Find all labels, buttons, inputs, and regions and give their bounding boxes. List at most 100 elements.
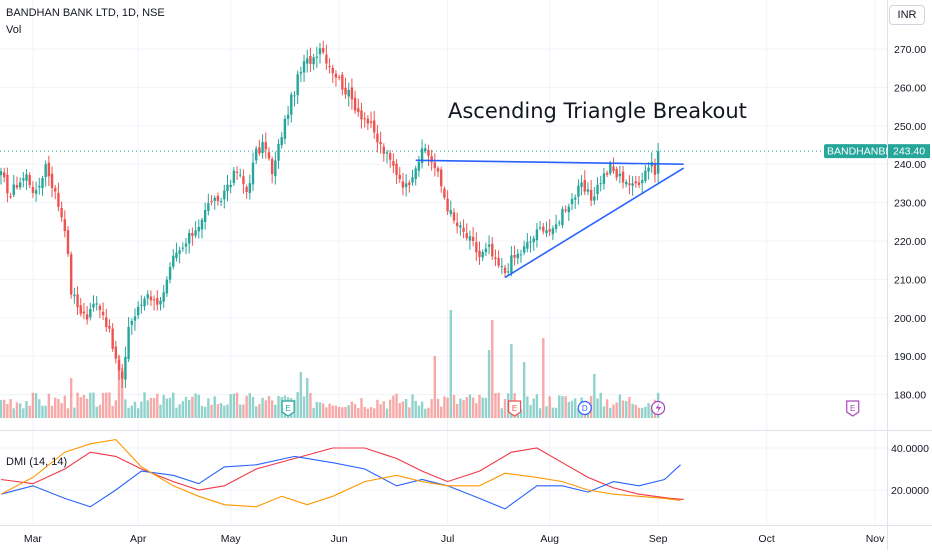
candle-body (385, 152, 389, 154)
candle-body (82, 311, 86, 314)
volume-bar (60, 403, 63, 418)
candle-body (564, 209, 567, 211)
volume-bar (491, 320, 494, 418)
candle-body (47, 162, 51, 177)
volume-bar (366, 408, 370, 418)
candle-body (156, 298, 159, 305)
volume-bar (532, 398, 535, 418)
candle-body (331, 67, 334, 74)
volume-bar (143, 392, 146, 418)
volume-bar (216, 404, 220, 418)
candle-body (280, 137, 283, 146)
candle-body (596, 184, 599, 195)
volume-bar (194, 393, 197, 418)
volume-bar (191, 396, 194, 418)
volume-bar (443, 396, 446, 418)
symbol-title[interactable]: BANDHAN BANK LTD, 1D, NSE (6, 7, 165, 19)
candle-body (347, 89, 350, 97)
candle-body (478, 250, 481, 257)
candle-body (535, 229, 539, 241)
volume-bar (226, 404, 229, 418)
volume-bar (242, 404, 245, 418)
volume-bar (430, 399, 433, 418)
volume-bar (558, 395, 561, 418)
volume-bar (207, 398, 210, 418)
time-tick-label: Aug (540, 533, 559, 545)
candle-body (34, 189, 38, 194)
volume-bar (28, 405, 31, 418)
dmi-indicator-label[interactable]: DMI (14, 14) (6, 456, 68, 468)
dmi-series-line (0, 439, 681, 508)
currency-button[interactable]: INR (889, 5, 925, 25)
candle-body (140, 304, 143, 306)
candle-body (258, 147, 261, 154)
volume-bar (357, 408, 360, 418)
candle-body (315, 56, 319, 58)
volume-label[interactable]: Vol (6, 24, 22, 36)
candle-body (226, 184, 229, 192)
candle-body (344, 87, 347, 95)
candle-body (181, 247, 185, 249)
candle-body (200, 219, 204, 230)
candle-body (15, 184, 19, 188)
price-tick-label: 270.00 (894, 44, 926, 56)
candle-body (149, 296, 153, 301)
volume-bar (640, 407, 644, 418)
annotation-text[interactable]: Ascending Triangle Breakout (448, 99, 747, 123)
volume-bar (548, 396, 551, 418)
candle-body (357, 108, 360, 113)
candle-body (388, 153, 392, 160)
volume-bar (277, 396, 280, 418)
event-badge-icon: D (577, 400, 592, 416)
volume-bar (223, 405, 226, 418)
symbol-tag-label: BANDHANBNK (827, 146, 900, 158)
candle-body (452, 212, 456, 221)
candle-body (376, 133, 379, 143)
candle-body (640, 180, 644, 184)
candle-body (551, 228, 555, 235)
candle-body (255, 148, 258, 161)
dmi-tick-label: 40.0000 (891, 443, 929, 455)
candle-body (382, 146, 385, 154)
price-tick-label: 190.00 (894, 351, 926, 363)
volume-bar (599, 392, 602, 418)
time-tick-label: Apr (130, 533, 147, 545)
volume-bar (382, 401, 385, 418)
time-tick-label: Mar (24, 533, 43, 545)
candle-body (133, 316, 137, 321)
volume-bar (363, 406, 366, 418)
volume-bar (108, 392, 111, 418)
volume-bar (267, 395, 271, 418)
event-badge-label: E (850, 404, 855, 413)
time-tick-label: Sep (649, 533, 668, 545)
volume-bar (522, 362, 526, 418)
candle-body (251, 162, 255, 185)
candle-body (583, 179, 586, 192)
candle-body (647, 167, 650, 172)
volume-bar (315, 401, 319, 418)
candle-body (28, 175, 31, 186)
candle-body (286, 114, 290, 119)
candle-body (628, 183, 631, 185)
volume-bar (424, 408, 427, 418)
candle-body (500, 265, 504, 267)
volume-bar (331, 405, 334, 418)
volume-bar (551, 407, 555, 418)
candle-body (328, 66, 331, 68)
volume-bar (105, 392, 108, 418)
volume-bar (510, 344, 513, 418)
volume-bar (2, 399, 6, 418)
volume-bar (6, 403, 9, 418)
volume-bar (564, 396, 567, 418)
volume-bar (82, 395, 86, 418)
volume-bar (124, 399, 127, 418)
candle-body (398, 174, 401, 180)
candle-body (420, 148, 424, 164)
volume-bar (264, 400, 267, 418)
candle-body (411, 177, 414, 183)
volume-bar (411, 394, 414, 418)
candle-body (325, 54, 328, 64)
volume-bar (545, 406, 548, 418)
